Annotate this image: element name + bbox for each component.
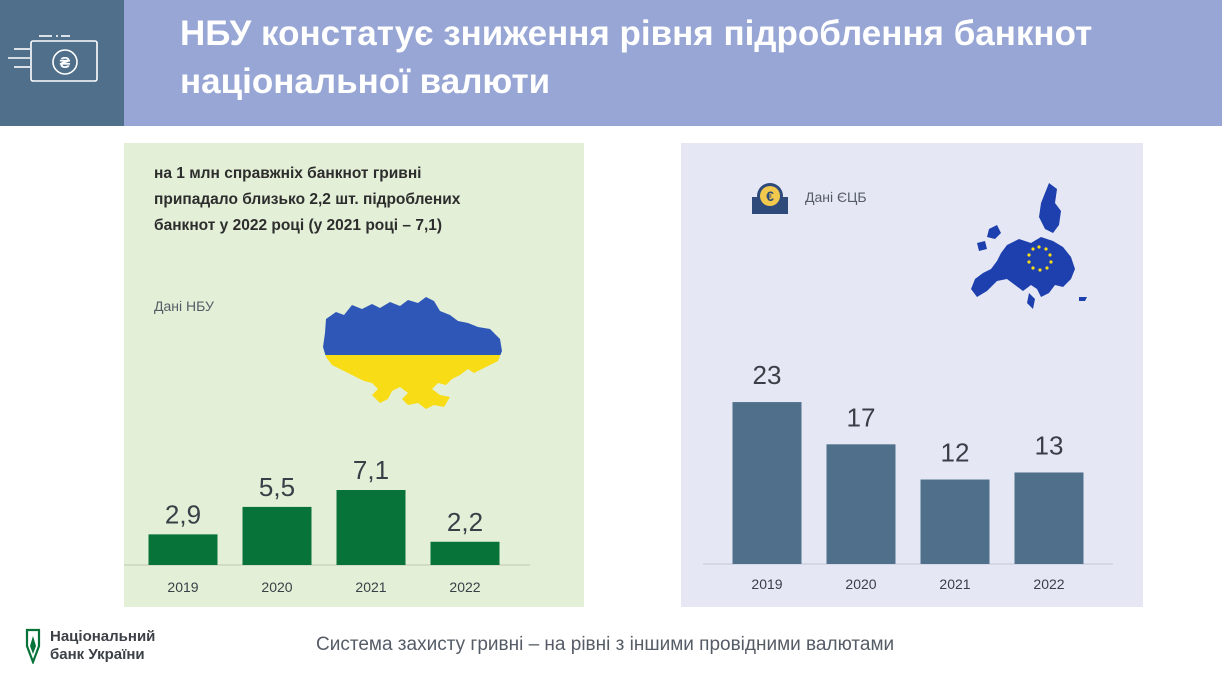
nbu-description-line-2: припадало близько 2,2 шт. підроблених [154,191,461,208]
eu-map-icon [971,183,1087,309]
nbu-category-label: 2019 [167,579,198,595]
ecb-value-label: 12 [941,438,970,468]
ecb-category-label: 2019 [751,576,782,592]
header-title-box: НБУ констатує зниження рівня підроблення… [124,0,1222,126]
ecb-bar [732,402,802,564]
nbu-bar [336,490,406,565]
svg-text:€: € [766,188,774,204]
ecb-source-note: Дані ЄЦБ [805,189,867,205]
page-title-line-2: національної валюти [180,62,551,101]
ecb-value-label: 17 [847,402,876,432]
nbu-description-line-3: банкнот у 2022 році (у 2021 році – 7,1) [154,217,443,234]
ecb-category-label: 2021 [939,576,970,592]
ecb-bar [826,444,896,564]
nbu-category-label: 2020 [261,579,292,595]
nbu-category-label: 2021 [355,579,386,595]
nbu-bar [242,506,312,565]
ecb-bar [920,479,990,564]
ecb-bar-chart: 23 2019 17 2020 12 2021 13 2022 [703,360,1113,592]
nbu-bar-chart: 2,9 2019 5,5 2020 7,1 2021 2,2 2022 [124,455,530,595]
nbu-logo-line-2: банк України [50,646,145,663]
ecb-category-label: 2020 [845,576,876,592]
nbu-source-note: Дані НБУ [154,298,214,314]
nbu-category-label: 2022 [449,579,480,595]
hryvnia-banknote-icon: ₴ [8,35,98,82]
nbu-description-line-1: на 1 млн справжніх банкнот гривні [154,165,422,182]
ukraine-map-icon [323,297,502,409]
nbu-logo-icon [25,628,41,664]
footer-caption: Система захисту гривні – на рівні з інши… [316,634,895,655]
header: ₴ НБУ констатує зниження рівня підроблен… [0,0,1222,126]
nbu-bar [148,534,218,565]
nbu-bar [430,541,500,565]
nbu-value-label: 2,9 [165,499,201,529]
nbu-value-label: 2,2 [447,507,483,537]
ecb-value-label: 13 [1035,430,1064,460]
nbu-value-label: 7,1 [353,455,389,485]
svg-text:₴: ₴ [60,55,71,72]
nbu-panel: на 1 млн справжніх банкнот гривні припад… [124,143,584,607]
header-icon-box: ₴ [0,0,124,126]
ecb-euro-icon: € [752,183,788,214]
ecb-panel: € Дані ЄЦБ 23 2019 17 2020 12 2021 13 2022 [681,143,1143,607]
page-title-line-1: НБУ констатує зниження рівня підроблення… [180,14,1093,53]
ecb-bar [1014,472,1084,564]
ecb-value-label: 23 [753,360,782,390]
ecb-category-label: 2022 [1033,576,1064,592]
nbu-logo-line-1: Національний [50,628,156,645]
nbu-value-label: 5,5 [259,472,295,502]
